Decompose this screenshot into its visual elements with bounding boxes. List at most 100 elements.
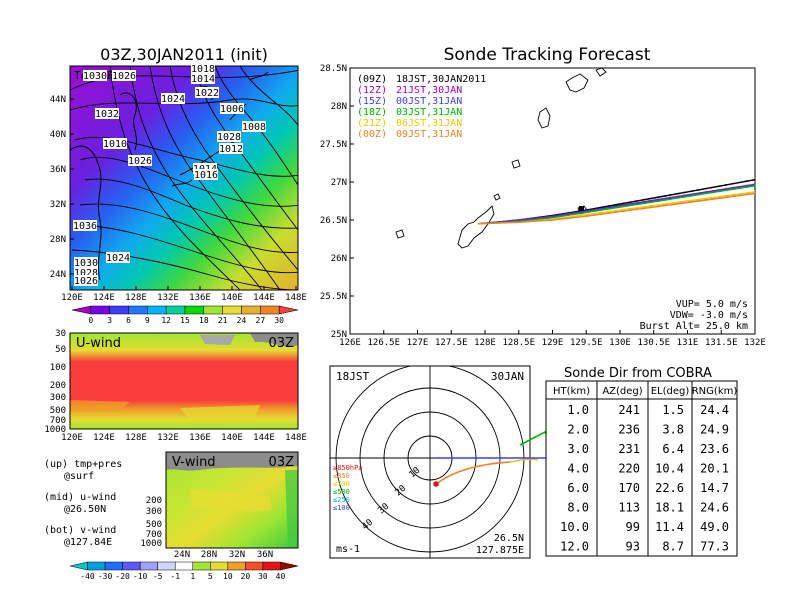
colorbar-label: 1	[190, 572, 195, 581]
y-tick-label: 25.5N	[320, 292, 347, 302]
y-tick-label: 24N	[50, 270, 66, 280]
track-param: VDW= -3.0 m/s	[670, 310, 748, 321]
u-wind-x-ticks: 120E 124E 128E 132E 136E 140E 144E 148E	[61, 433, 307, 443]
pressure-label-bg	[161, 93, 185, 104]
pressure-label-bg	[191, 63, 215, 74]
pressure-label: 1026	[112, 71, 136, 82]
colorbar-label: 20	[241, 572, 251, 581]
track-legend-jst: 03JST,31JAN	[396, 107, 462, 118]
table-cell: 20.1	[700, 462, 729, 476]
colorbar-label: 3	[107, 316, 112, 325]
u-wind-time: 03Z	[269, 336, 295, 351]
track-legend-jst: 00JST,31JAN	[396, 96, 462, 107]
y-tick-label: 200	[146, 496, 162, 506]
pressure-label: 1008	[242, 122, 266, 133]
note-up2: @surf	[64, 471, 94, 482]
colorbar-label: 40	[276, 572, 286, 581]
polar-level-label: ≥850hPa	[333, 464, 363, 472]
x-tick-label: 32N	[229, 550, 245, 560]
y-tick-label: 500	[146, 520, 162, 530]
colorbar-cell	[87, 561, 106, 571]
track-legend: (09Z) 18JST,30JAN2011 (12Z) 21JST,30JAN (15Z…	[357, 74, 486, 140]
pressure-label-bg	[74, 275, 98, 286]
x-tick-label: 131E	[677, 338, 699, 348]
main-map-frame	[69, 65, 299, 291]
pressure-label: 1016	[194, 170, 218, 181]
colorbar-label: 21	[218, 316, 228, 325]
pressure-label: 1018	[191, 64, 215, 75]
polar-level-labels: ≥850hPa≤850≤700≤500≤250≤100	[333, 464, 363, 512]
main-map-title: 03Z,30JAN2011 (init)	[100, 45, 268, 64]
table-header: HT(km)	[553, 386, 590, 397]
track-lines	[478, 179, 756, 225]
table-cell: 4.0	[567, 462, 589, 476]
track-legend-utc: (21Z)	[357, 118, 387, 129]
x-tick-label: 126.5E	[367, 338, 400, 348]
pressure-label: 1024	[106, 253, 130, 264]
track-legend-jst: 06JST,31JAN	[396, 118, 462, 129]
track-param: VUP= 5.0 m/s	[676, 299, 748, 310]
colorbar-cell	[192, 561, 211, 571]
polar-date: 30JAN	[491, 370, 524, 383]
track-legend-utc: (00Z)	[357, 129, 387, 140]
colorbar-label: -10	[133, 572, 148, 581]
polar-level-label: ≤850	[333, 472, 350, 480]
y-tick-label: 40N	[50, 130, 66, 140]
polar-level-label: ≤250	[333, 496, 350, 504]
v-wind-grey-regions	[166, 452, 298, 548]
colorbar-cell	[280, 561, 299, 571]
direction-table: HT(km) AZ(deg) EL(deg) RNG(km) 1.0 241 1.5 24.4…	[545, 380, 738, 557]
colorbar-cell	[174, 561, 194, 571]
track-series-dash	[586, 191, 756, 216]
pressure-label: 1024	[161, 94, 185, 105]
x-tick-label: 124E	[93, 433, 115, 443]
x-tick-label: 148E	[285, 433, 307, 443]
track-title: Sonde Tracking Forecast	[444, 45, 651, 65]
pressure-label: 1006	[220, 104, 244, 115]
colorbar-cell	[104, 561, 123, 571]
track-x-ticks: 126E 126.5E 127E 127.5E 128E 128.5E 129E 129.5E…	[339, 330, 766, 348]
polar-rings	[330, 366, 530, 558]
colorbar-label: -30	[98, 572, 113, 581]
table-cell: 24.6	[700, 501, 729, 515]
colorbar-cell	[128, 305, 148, 315]
colorbar-cell	[241, 305, 261, 315]
y-tick-label: 27N	[331, 178, 347, 188]
table-cell: 6.4	[662, 442, 684, 456]
table-header: EL(deg)	[651, 386, 690, 397]
colorbar-label: 10	[223, 572, 233, 581]
table-cell: 10.0	[560, 520, 589, 534]
pressure-label-bg	[103, 138, 127, 149]
table-cell: 2.0	[567, 423, 589, 437]
v-wind-title: V-wind	[172, 455, 216, 470]
track-series-dash	[586, 185, 756, 214]
y-tick-label: 25N	[331, 330, 347, 340]
track-series-dash	[586, 179, 756, 211]
x-tick-label: 120E	[61, 293, 83, 303]
x-tick-label: 128E	[125, 433, 147, 443]
colorbar-label: 6	[126, 316, 131, 325]
colorbar-cell	[222, 305, 242, 315]
pressure-label-bg	[128, 155, 152, 166]
pressure-label-bg	[217, 131, 241, 142]
y-tick-label: 50	[55, 345, 66, 355]
y-tick-label: 32N	[50, 200, 66, 210]
track-y-ticks: 25N 25.5N 26N 26.5N 27N 27.5N 28N 28.5N	[320, 64, 354, 340]
table-cell: 6.0	[567, 481, 589, 495]
polar-level-label: ≤100	[333, 504, 350, 512]
track-legend-jst: 21JST,30JAN	[396, 85, 462, 96]
track-series-line	[478, 192, 756, 225]
x-tick-label: 132E	[744, 338, 766, 348]
x-tick-label: 128.5E	[502, 338, 535, 348]
colorbar-cell	[245, 561, 264, 571]
track-series-dash	[586, 183, 756, 212]
x-tick-label: 132E	[157, 433, 179, 443]
colorbar-cell	[147, 305, 167, 315]
y-tick-label: 30	[55, 329, 66, 339]
pressure-label: 1022	[195, 88, 219, 99]
pressure-label: 1028	[74, 268, 98, 279]
colorbar-label: 12	[161, 316, 171, 325]
